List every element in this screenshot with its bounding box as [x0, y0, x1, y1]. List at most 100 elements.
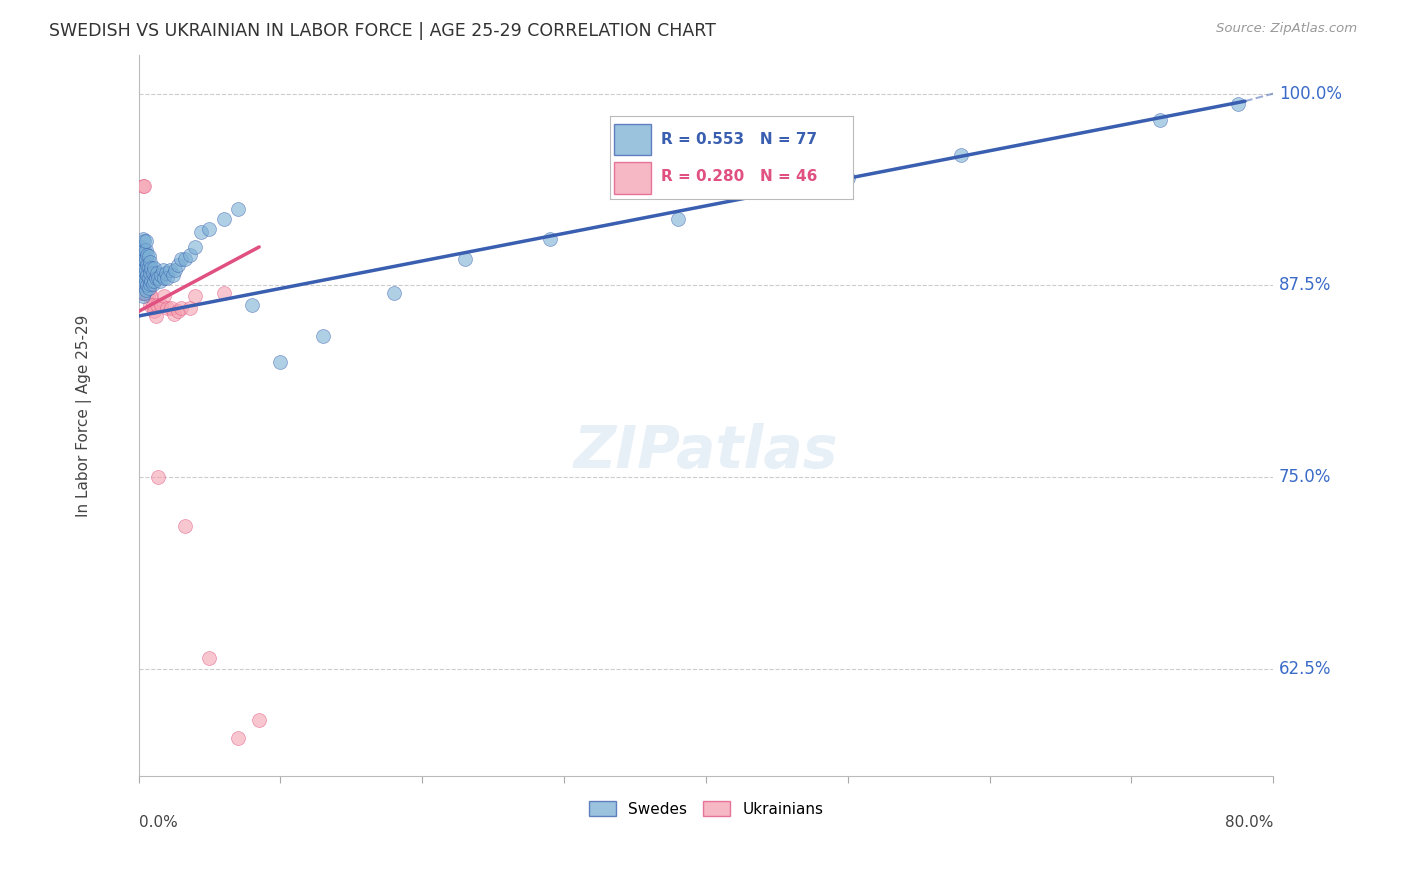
Point — [138, 274, 160, 288]
Point — [165, 263, 187, 277]
Point — [170, 301, 193, 316]
Point — [179, 247, 201, 261]
Point — [129, 240, 152, 254]
Point — [167, 304, 190, 318]
Point — [134, 285, 156, 300]
Point — [179, 301, 201, 316]
Text: Source: ZipAtlas.com: Source: ZipAtlas.com — [1216, 22, 1357, 36]
Point — [150, 268, 173, 282]
Point — [143, 274, 166, 288]
Point — [174, 252, 197, 267]
Point — [142, 298, 165, 312]
Point — [163, 308, 186, 322]
Point — [950, 148, 973, 162]
Point — [226, 731, 249, 745]
Point — [135, 252, 157, 267]
Point — [170, 252, 193, 267]
Point — [156, 270, 179, 285]
Point — [131, 252, 153, 267]
Point — [269, 355, 291, 369]
Point — [190, 225, 212, 239]
Point — [136, 285, 159, 300]
Point — [136, 274, 159, 288]
Point — [138, 281, 160, 295]
Point — [174, 519, 197, 533]
Point — [134, 252, 156, 267]
Point — [156, 301, 179, 316]
Point — [138, 249, 160, 263]
Point — [135, 263, 157, 277]
Point — [131, 252, 153, 267]
Point — [159, 263, 181, 277]
Point — [129, 247, 152, 261]
Point — [132, 232, 155, 246]
Point — [184, 240, 207, 254]
Point — [131, 263, 153, 277]
Text: 62.5%: 62.5% — [1279, 660, 1331, 678]
Point — [312, 329, 335, 343]
Point — [148, 270, 170, 285]
Text: 100.0%: 100.0% — [1279, 85, 1341, 103]
Text: 87.5%: 87.5% — [1279, 277, 1331, 294]
Point — [136, 278, 159, 293]
Point — [153, 270, 176, 285]
Point — [538, 232, 561, 246]
Point — [136, 263, 159, 277]
Point — [131, 240, 153, 254]
Point — [143, 261, 166, 276]
Point — [143, 304, 166, 318]
Point — [382, 285, 405, 300]
Point — [139, 298, 162, 312]
Point — [132, 251, 155, 265]
Point — [135, 285, 157, 300]
Text: 80.0%: 80.0% — [1225, 814, 1274, 830]
Point — [145, 309, 167, 323]
Point — [131, 274, 153, 288]
Point — [129, 270, 152, 285]
Point — [136, 268, 159, 282]
Point — [139, 278, 162, 293]
Point — [132, 289, 155, 303]
Point — [212, 212, 235, 227]
Point — [837, 170, 859, 185]
Point — [131, 278, 153, 293]
Point — [162, 268, 184, 282]
Point — [135, 274, 157, 288]
Point — [132, 243, 155, 257]
Text: SWEDISH VS UKRAINIAN IN LABOR FORCE | AGE 25-29 CORRELATION CHART: SWEDISH VS UKRAINIAN IN LABOR FORCE | AG… — [49, 22, 716, 40]
Point — [150, 298, 173, 312]
Legend: Swedes, Ukrainians: Swedes, Ukrainians — [582, 795, 830, 822]
Point — [135, 263, 157, 277]
Point — [134, 285, 156, 300]
Point — [141, 274, 163, 288]
Point — [226, 202, 249, 216]
Point — [134, 274, 156, 288]
Point — [131, 259, 153, 273]
Point — [132, 259, 155, 273]
Point — [141, 261, 163, 276]
Point — [134, 274, 156, 288]
Point — [146, 266, 169, 280]
Point — [134, 243, 156, 257]
Point — [155, 266, 177, 280]
Point — [141, 289, 163, 303]
Point — [129, 283, 152, 297]
Point — [240, 298, 263, 312]
Point — [167, 259, 190, 273]
Point — [131, 268, 153, 282]
Point — [160, 301, 183, 316]
Point — [129, 259, 152, 273]
Point — [134, 178, 156, 193]
Point — [135, 283, 157, 297]
Point — [139, 277, 162, 291]
Point — [135, 243, 157, 257]
Point — [134, 263, 156, 277]
Point — [145, 270, 167, 285]
Point — [132, 274, 155, 288]
Point — [139, 266, 162, 280]
Point — [139, 255, 162, 269]
Point — [152, 263, 174, 277]
Point — [666, 212, 689, 227]
Point — [129, 270, 152, 285]
Point — [129, 255, 152, 269]
